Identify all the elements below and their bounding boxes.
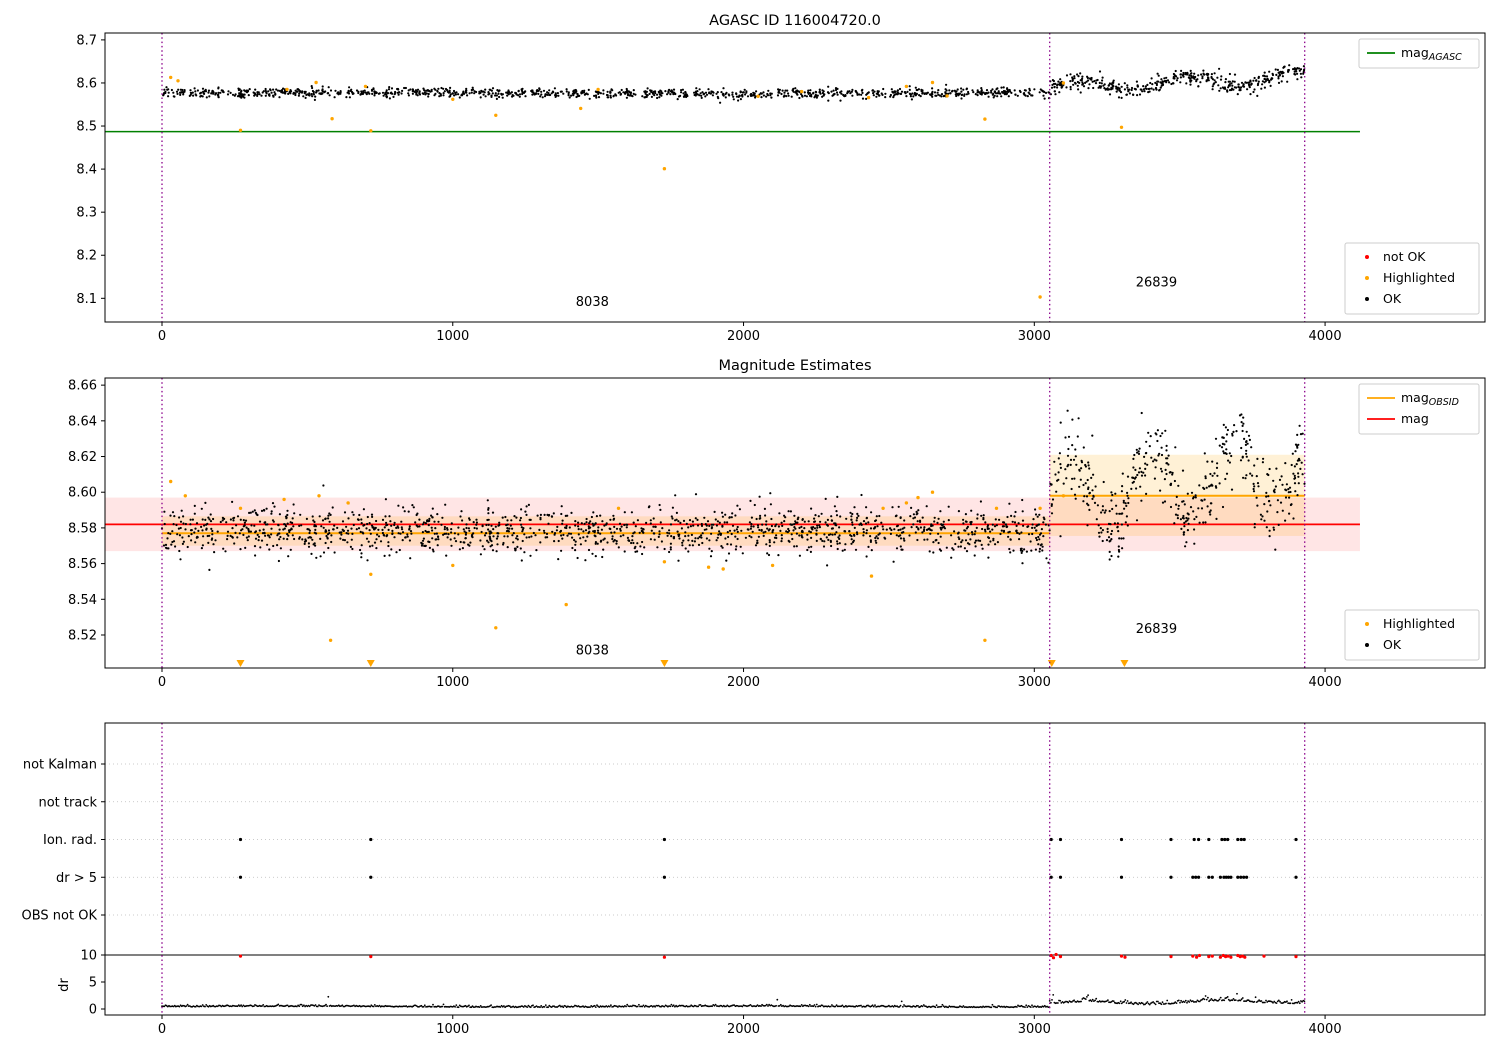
dr-trace-points bbox=[161, 992, 1306, 1009]
category-label: Ion. rad. bbox=[43, 833, 97, 848]
clipped-value-marker bbox=[1047, 660, 1056, 667]
y-tick-label: 8.2 bbox=[76, 249, 97, 264]
y-tick-label: 8.7 bbox=[76, 33, 97, 48]
panel-magnitude-estimates: 8038 26839 0 1000 2000 3000 4000 8.52 8.54 8.56 8.… bbox=[68, 377, 1486, 690]
category-label: dr > 5 bbox=[56, 871, 97, 886]
legend-point-types bbox=[1344, 242, 1480, 315]
obsid-annotation: 26839 bbox=[1136, 622, 1177, 637]
axes-frame bbox=[104, 722, 1486, 1016]
ok-points-26839 bbox=[1049, 64, 1306, 99]
obsid-annotation: 8038 bbox=[576, 644, 609, 659]
ok-points-8038 bbox=[160, 484, 1051, 572]
legend-point-types-2-label: OK bbox=[1383, 637, 1402, 652]
legend-point-types-sample bbox=[1365, 255, 1369, 259]
x-tick-label: 3000 bbox=[1018, 1022, 1051, 1037]
y-tick-label: 8.64 bbox=[68, 414, 97, 429]
legend-point-types-2-sample bbox=[1365, 622, 1369, 626]
x-tick-label: 0 bbox=[158, 329, 166, 344]
x-tick-label: 4000 bbox=[1309, 675, 1342, 690]
panel1-title: AGASC ID 116004720.0 bbox=[709, 13, 881, 29]
x-tick-label: 0 bbox=[158, 1022, 166, 1037]
clipped-value-marker bbox=[366, 660, 375, 667]
highlighted-points bbox=[169, 479, 1066, 642]
ok-points-26839 bbox=[1049, 409, 1306, 561]
obsid-annotation: 8038 bbox=[576, 295, 609, 310]
axes-frame bbox=[104, 32, 1486, 323]
x-tick-label: 4000 bbox=[1309, 1022, 1342, 1037]
category-label: not Kalman bbox=[23, 758, 97, 773]
x-tick-label: 2000 bbox=[727, 329, 760, 344]
axes-frame bbox=[104, 377, 1486, 669]
x-tick-label: 1000 bbox=[436, 675, 469, 690]
x-tick-label: 4000 bbox=[1309, 329, 1342, 344]
y-tick-label: 8.58 bbox=[68, 521, 97, 536]
legend-point-types-label: OK bbox=[1383, 291, 1402, 306]
x-tick-label: 2000 bbox=[727, 675, 760, 690]
ok-points-8038 bbox=[162, 83, 1051, 104]
y-tick-label: 8.52 bbox=[68, 628, 97, 643]
category-label: not track bbox=[38, 795, 97, 810]
obsid-band-8038 bbox=[161, 516, 1050, 546]
dr-axis-label: dr bbox=[57, 978, 72, 992]
ion-rad-points bbox=[238, 837, 1298, 842]
y-tick-label: 8.60 bbox=[68, 486, 97, 501]
dr-tick-label: 0 bbox=[89, 1003, 97, 1018]
y-tick-label: 8.56 bbox=[68, 557, 97, 572]
y-tick-label: 8.1 bbox=[76, 292, 97, 307]
y-tick-label: 8.4 bbox=[76, 163, 97, 178]
legend-point-types-2 bbox=[1344, 609, 1480, 661]
legend-mag-agasc bbox=[1358, 38, 1480, 69]
dr-gt5-points bbox=[238, 875, 1298, 879]
panel2-title: Magnitude Estimates bbox=[718, 358, 871, 374]
category-label: OBS not OK bbox=[22, 909, 98, 924]
panel-flags-dr: not Kalman not track Ion. rad. dr > 5 OBS no… bbox=[22, 722, 1486, 1037]
legend-point-types-label: not OK bbox=[1383, 249, 1426, 264]
y-tick-label: 8.54 bbox=[68, 593, 97, 608]
y-tick-label: 8.62 bbox=[68, 450, 97, 465]
legend-point-types-2-sample bbox=[1365, 643, 1369, 647]
x-tick-label: 0 bbox=[158, 675, 166, 690]
legend-point-types-label: Highlighted bbox=[1383, 270, 1455, 285]
dr-tick-label: 5 bbox=[89, 976, 97, 991]
legend-point-types-sample bbox=[1365, 276, 1369, 280]
x-tick-label: 3000 bbox=[1018, 675, 1051, 690]
legend-mag-lines bbox=[1358, 383, 1480, 435]
obsid-annotation: 26839 bbox=[1136, 275, 1177, 290]
highlighted-points bbox=[169, 75, 1124, 299]
clipped-value-marker bbox=[660, 660, 669, 667]
x-tick-label: 3000 bbox=[1018, 329, 1051, 344]
dr-tick-label: 10 bbox=[80, 949, 97, 964]
y-tick-label: 8.6 bbox=[76, 76, 97, 91]
x-tick-label: 1000 bbox=[436, 329, 469, 344]
x-tick-label: 2000 bbox=[727, 1022, 760, 1037]
y-tick-label: 8.66 bbox=[68, 379, 97, 394]
y-tick-label: 8.3 bbox=[76, 206, 97, 221]
x-tick-label: 1000 bbox=[436, 1022, 469, 1037]
y-tick-label: 8.5 bbox=[76, 120, 97, 135]
dr-not-ok-points bbox=[238, 952, 1298, 960]
clipped-value-marker bbox=[1120, 660, 1129, 667]
clipped-value-marker bbox=[236, 660, 245, 667]
legend-point-types-2-label: Highlighted bbox=[1383, 616, 1455, 631]
legend-point-types-sample bbox=[1365, 297, 1369, 301]
panel-agasc-mag: 8038 26839 0 1000 2000 3000 4000 8.1 8.2 8.3 8.4 8.… bbox=[76, 32, 1486, 344]
legend-mag-lines-label: mag bbox=[1401, 411, 1429, 426]
